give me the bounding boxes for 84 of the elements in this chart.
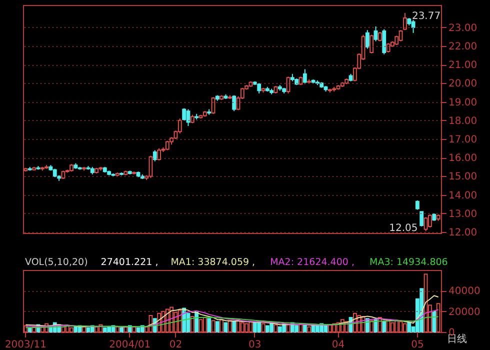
- text: MA2: 21624.400 ,: [270, 257, 354, 268]
- bar: [294, 325, 299, 332]
- bar: [390, 322, 394, 332]
- bar: [252, 322, 257, 332]
- candlestick: [211, 96, 216, 114]
- bar: [394, 320, 399, 332]
- x-tick-label: 05: [411, 340, 424, 350]
- bar: [82, 326, 86, 332]
- x-tick-label: 03: [248, 340, 262, 350]
- bar: [190, 316, 194, 332]
- candlestick: [232, 94, 236, 112]
- candlestick: [365, 30, 370, 50]
- bar: [402, 323, 407, 332]
- y-tick-label: 12.00: [448, 228, 478, 239]
- bar: [261, 323, 266, 332]
- bar: [224, 322, 228, 332]
- bar: [232, 321, 236, 332]
- text: MA1: 33874.059 ,: [170, 257, 256, 268]
- annotation: 12.05: [389, 223, 418, 234]
- y-tick-label: 19.00: [448, 97, 478, 108]
- y-tick-label: 23.00: [448, 22, 478, 34]
- bar: [207, 318, 212, 332]
- candlestick: [386, 42, 390, 53]
- annotation: 23.77: [412, 11, 441, 22]
- y-tick-label: 14.00: [448, 190, 478, 202]
- bar: [102, 327, 107, 332]
- y-tick-label: 18.00: [448, 116, 478, 127]
- y-tick-label: 22.00: [448, 41, 478, 52]
- bar: [94, 326, 99, 332]
- candlestick: [382, 28, 386, 55]
- y-tick-label: 20.00: [448, 78, 478, 90]
- candlestick: [302, 68, 307, 85]
- bar: [370, 320, 374, 332]
- bar: [132, 326, 136, 332]
- x-tick-label: 2004/01: [109, 340, 151, 350]
- bar: [244, 323, 249, 332]
- y-tick-label: 13.00: [448, 208, 478, 220]
- y-tick-label: 17.00: [448, 134, 478, 146]
- text: 27401.221 ,: [100, 257, 158, 268]
- candlestick: [378, 31, 382, 42]
- x-tick-label: 2003/11: [4, 340, 46, 350]
- bar: [120, 327, 124, 332]
- candlestick: [165, 140, 170, 151]
- bar: [302, 324, 307, 332]
- y-tick-label: 40000: [448, 286, 480, 298]
- candlestick: [286, 76, 290, 94]
- candlestick: [152, 150, 157, 162]
- bar: [420, 288, 424, 332]
- bar: [115, 326, 120, 332]
- bar: [211, 320, 216, 332]
- candlestick: [428, 214, 432, 228]
- bar: [202, 317, 207, 332]
- candlestick: [370, 34, 374, 54]
- bar: [407, 322, 412, 332]
- candlestick: [402, 12, 407, 31]
- bar: [382, 321, 386, 332]
- bar: [240, 322, 244, 332]
- bar: [28, 327, 32, 332]
- bar: [432, 310, 436, 332]
- bar: [278, 326, 282, 332]
- bar: [220, 319, 224, 332]
- bar: [215, 321, 220, 332]
- candlestick: [424, 216, 428, 232]
- bar: [107, 326, 112, 332]
- text: MA3: 14934.806: [370, 257, 448, 268]
- candlestick: [257, 82, 262, 94]
- x-tick-label: 04: [332, 340, 345, 350]
- bar: [228, 320, 232, 332]
- candlestick: [186, 108, 190, 126]
- candlestick: [398, 30, 403, 42]
- candlestick: [157, 148, 162, 161]
- y-tick-label: 16.00: [448, 153, 478, 164]
- bar: [70, 327, 74, 332]
- bar: [307, 326, 312, 332]
- line-series: [25, 316, 439, 328]
- x-tick-label: 02: [169, 340, 182, 350]
- candlestick: [374, 26, 378, 42]
- y-tick-label: 20000: [448, 306, 480, 318]
- bar: [198, 319, 203, 332]
- text: VOL(5,10,20): [25, 257, 88, 268]
- candlestick: [420, 211, 424, 227]
- y-tick-label: 21.00: [448, 60, 478, 72]
- bar: [265, 325, 270, 332]
- y-tick-label: 15.00: [448, 172, 478, 183]
